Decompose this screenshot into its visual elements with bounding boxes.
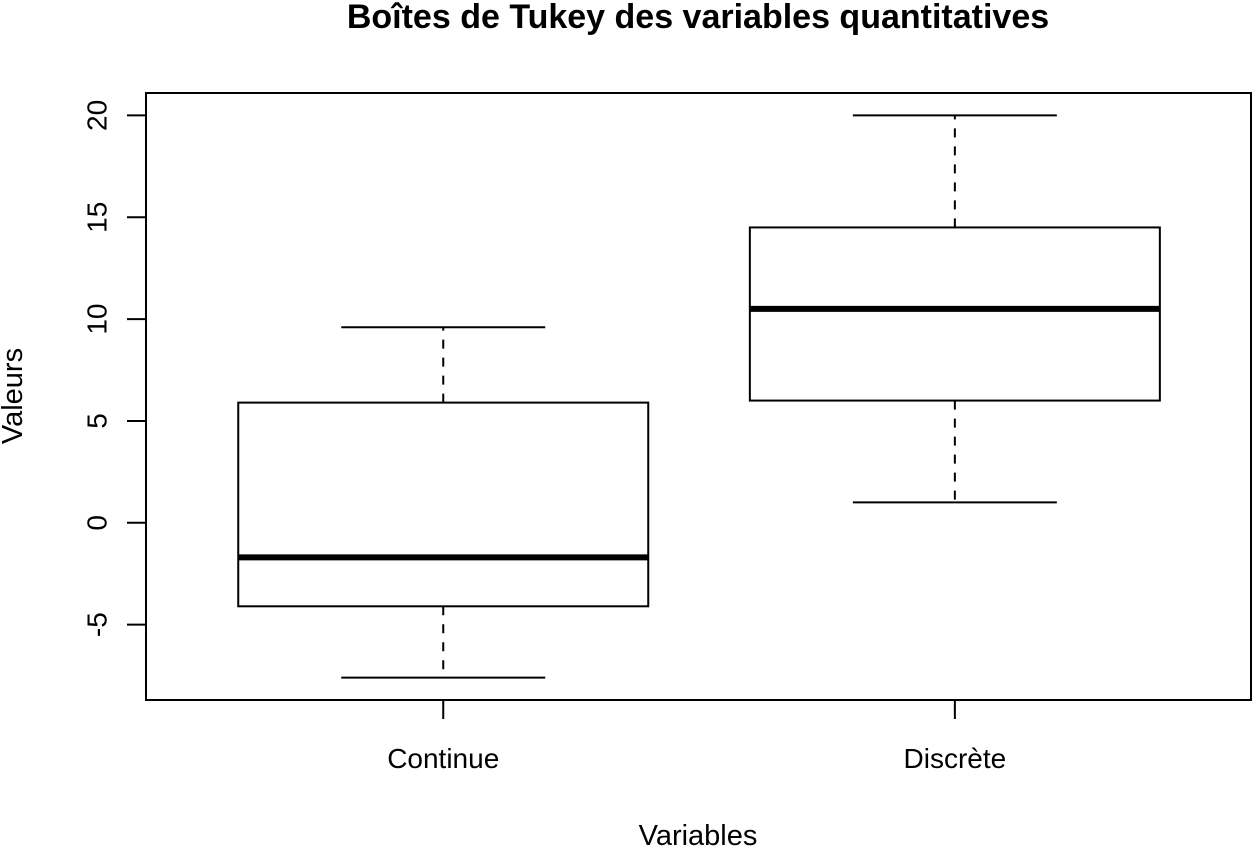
x-tick-label: Continue xyxy=(387,743,499,774)
box-continue xyxy=(237,326,650,679)
box-discrte xyxy=(748,114,1161,504)
chart-title: Boîtes de Tukey des variables quantitati… xyxy=(347,0,1049,36)
y-axis-label: Valeurs xyxy=(0,348,29,444)
y-tick-label: 10 xyxy=(81,304,112,335)
interquartile-box xyxy=(748,226,1161,402)
interquartile-box xyxy=(237,401,650,608)
y-tick-label: -5 xyxy=(81,612,112,637)
y-tick-label: 0 xyxy=(81,515,112,531)
x-tick-label: Discrète xyxy=(904,743,1007,774)
y-tick-label: 15 xyxy=(81,202,112,233)
plot-frame xyxy=(145,92,1252,701)
x-axis: Continue Discrète xyxy=(387,700,1006,774)
boxes-layer xyxy=(237,114,1161,679)
y-tick-label: 20 xyxy=(81,100,112,131)
x-axis-label: Variables xyxy=(639,820,758,846)
y-axis: -5 0 5 10 15 20 xyxy=(81,100,146,637)
y-tick-label: 5 xyxy=(81,413,112,429)
